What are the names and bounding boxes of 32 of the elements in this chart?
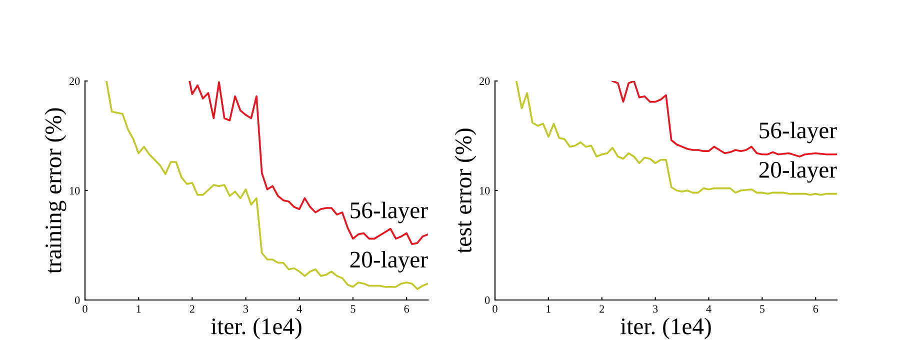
y-tick-label: 20 [480, 77, 490, 85]
y-tick-label: 10 [70, 186, 80, 194]
x-tick-label: 4 [706, 305, 712, 313]
x-tick-label: 3 [653, 305, 658, 313]
x-tick-label: 6 [813, 305, 818, 313]
y-axis-title: training error (%) [44, 108, 66, 274]
x-tick-label: 6 [404, 305, 410, 313]
x-tick-label: 4 [296, 305, 302, 313]
y-tick-label: 10 [480, 186, 490, 194]
line-series [515, 81, 837, 196]
y-tick-label: 20 [70, 77, 80, 85]
x-tick-label: 1 [136, 305, 141, 313]
x-tick-label: 3 [244, 305, 248, 313]
y-axis-title: test error (%) [454, 128, 476, 254]
x-tick-label: 2 [600, 305, 604, 313]
line-series [612, 81, 837, 158]
series-label: 56-layer [350, 202, 428, 224]
x-axis-title: iter. (1e4) [620, 318, 711, 340]
y-tick-label: 0 [75, 296, 80, 304]
x-tick-label: 5 [350, 305, 356, 313]
x-axis-title: iter. (1e4) [211, 318, 302, 340]
series-label: 20-layer [759, 161, 837, 183]
x-tick-label: 2 [190, 305, 194, 313]
series-label: 20-layer [350, 250, 428, 272]
x-tick-label: 0 [82, 305, 88, 313]
line-series [106, 81, 428, 290]
y-tick-label: 0 [485, 296, 490, 304]
x-tick-label: 0 [492, 305, 498, 313]
x-tick-label: 5 [760, 305, 765, 313]
line-series [188, 81, 428, 246]
x-tick-label: 1 [546, 305, 551, 313]
series-label: 56-layer [760, 122, 837, 144]
